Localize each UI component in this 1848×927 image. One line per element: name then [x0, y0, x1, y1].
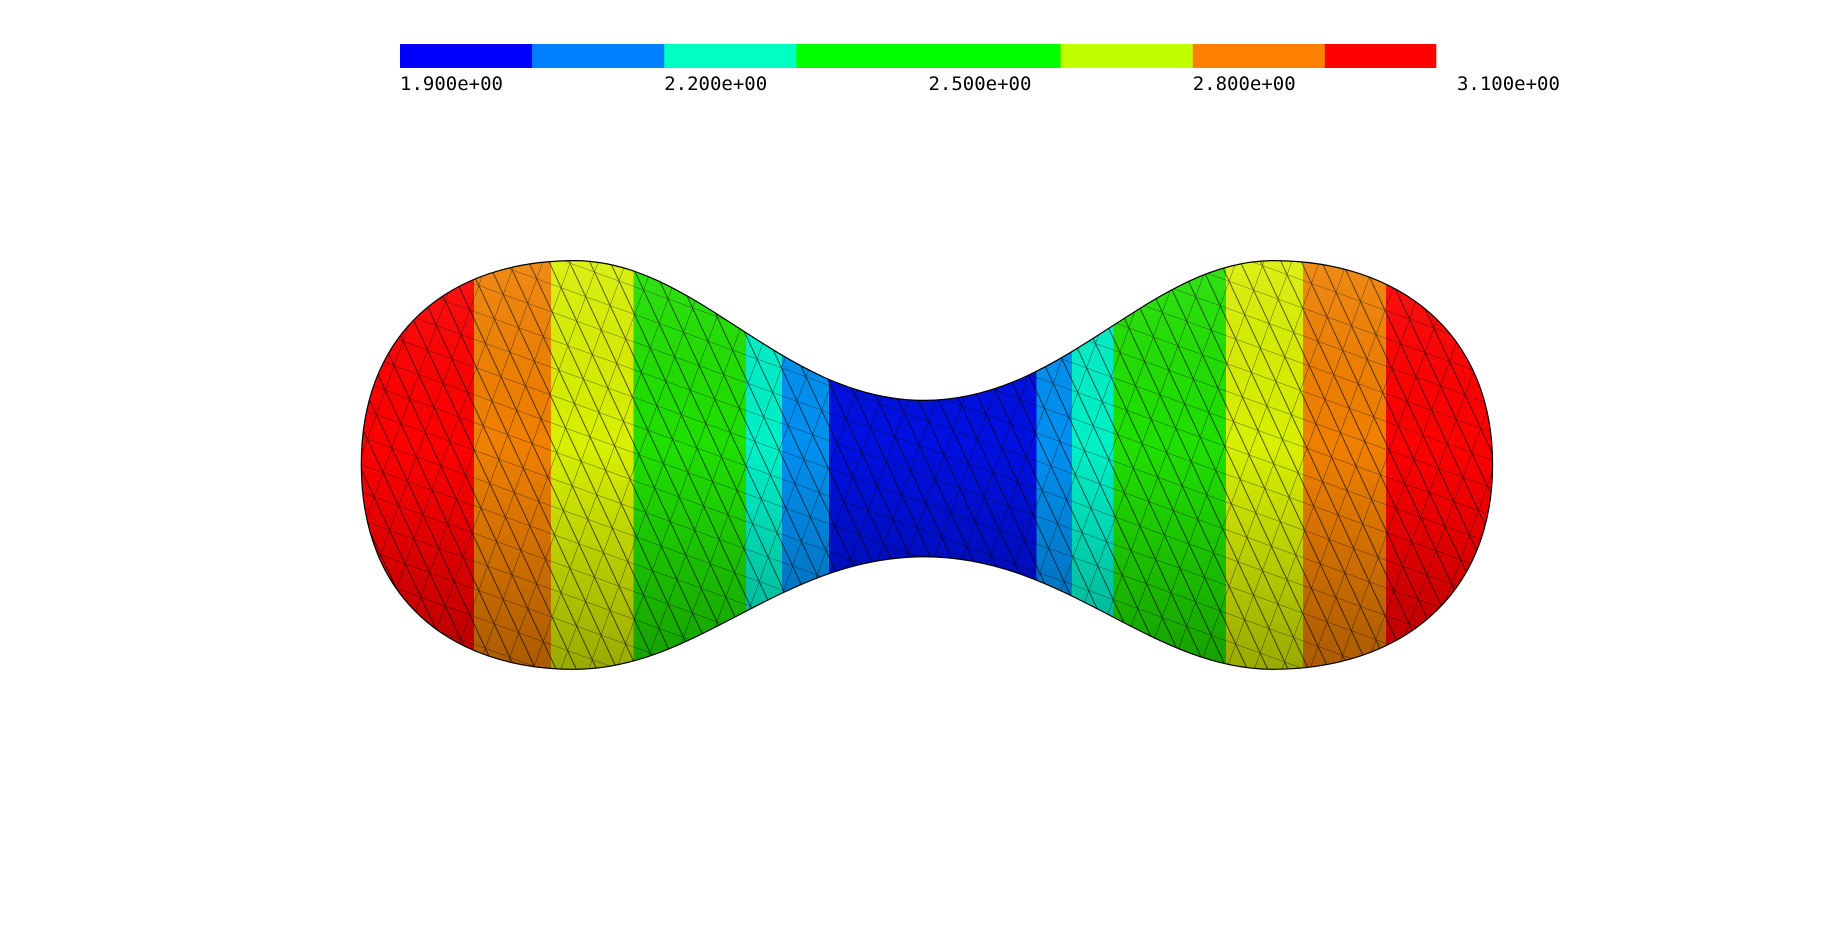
colorbar-band — [796, 44, 929, 68]
colorbar-tick-label: 1.900e+00 — [400, 73, 503, 95]
colorbar-band — [1192, 44, 1326, 68]
colorbar-band — [532, 44, 665, 68]
colorbar-tick-label: 2.200e+00 — [664, 73, 767, 95]
colorbar-band — [400, 44, 533, 68]
colorbar-band — [1060, 44, 1194, 68]
colorbar-band — [928, 44, 1062, 68]
colorbar-band — [664, 44, 797, 68]
colorbar-tick-label: 2.500e+00 — [928, 73, 1031, 95]
colorbar-tick-label: 3.100e+00 — [1457, 73, 1560, 95]
colorbar-tick-label: 2.800e+00 — [1193, 73, 1296, 95]
colorbar-band — [1324, 44, 1437, 68]
dumbbell-surface — [360, 260, 1494, 670]
